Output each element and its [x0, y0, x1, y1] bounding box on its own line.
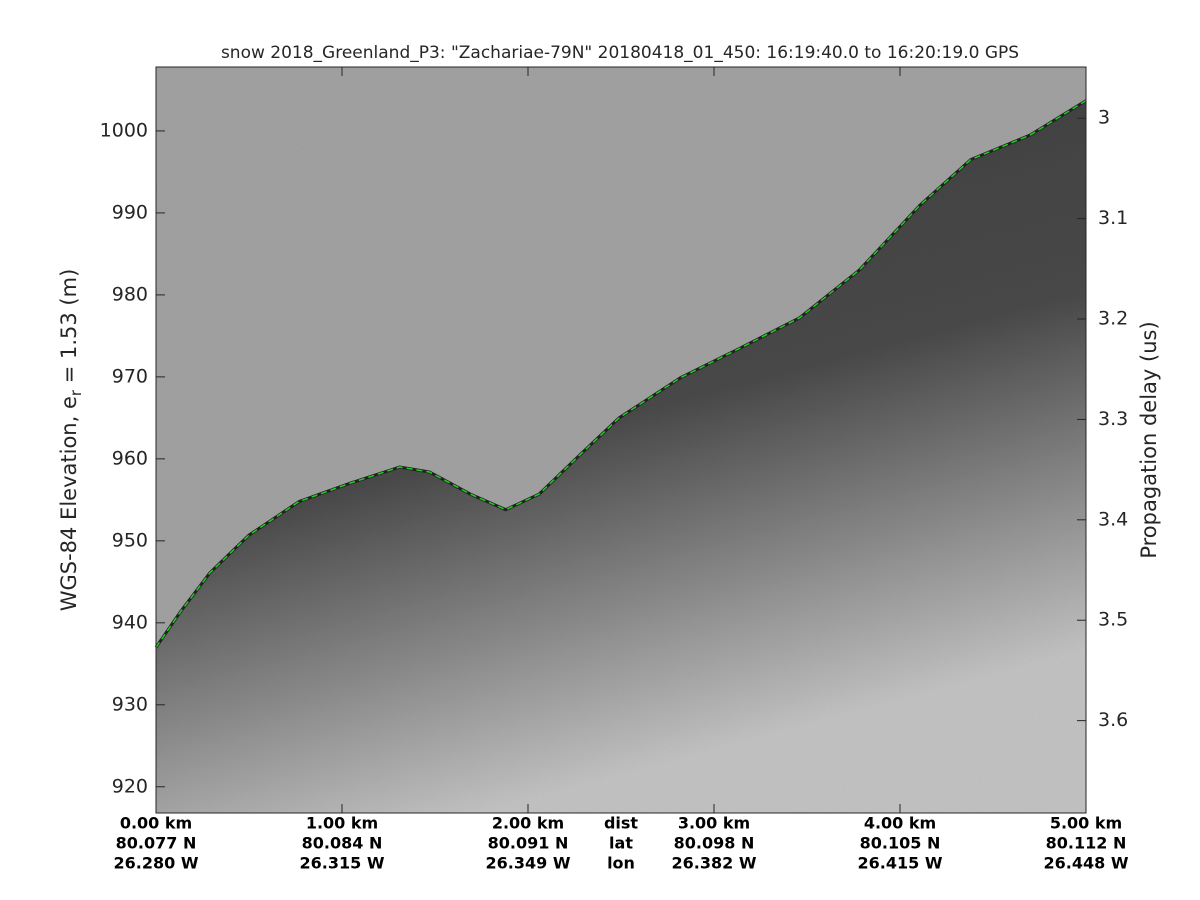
row-label: lat: [609, 834, 633, 853]
lon-label: 26.349 W: [486, 854, 571, 873]
y2-tick-label: 3.4: [1098, 508, 1128, 530]
y2-tick-label: 3: [1098, 107, 1110, 129]
surface-line: [155, 99, 1087, 648]
lon-label: 26.382 W: [672, 854, 757, 873]
lon-label: 26.415 W: [858, 854, 943, 873]
y2-tick-label: 3.1: [1098, 207, 1128, 229]
row-label: dist: [604, 814, 638, 833]
chart-title: snow 2018_Greenland_P3: "Zachariae-79N" …: [221, 43, 1019, 63]
y2-tick-label: 3.5: [1098, 609, 1128, 631]
y2-tick-label: 3.3: [1098, 408, 1128, 430]
lon-label: 26.280 W: [114, 854, 199, 873]
x-tick-label: 4.00 km: [864, 814, 936, 833]
lat-label: 80.112 N: [1046, 834, 1127, 853]
y-label-text: WGS-84 Elevation, e: [57, 396, 81, 611]
y-tick-label: 940: [112, 611, 148, 633]
y-label-sub: r: [67, 389, 85, 396]
lat-label: 80.077 N: [116, 834, 197, 853]
y-tick-label: 1000: [100, 119, 148, 141]
y-tick-label: 990: [112, 201, 148, 223]
lon-label: 26.448 W: [1044, 854, 1129, 873]
lon-label: 26.315 W: [300, 854, 385, 873]
y-tick-label: 970: [112, 365, 148, 387]
y-axis-label: WGS-84 Elevation, er = 1.53 (m): [57, 269, 85, 612]
lat-label: 80.084 N: [302, 834, 383, 853]
y2-tick-label: 3.6: [1098, 709, 1128, 731]
lat-label: 80.105 N: [860, 834, 941, 853]
x-tick-label: 3.00 km: [678, 814, 750, 833]
y-tick-label: 920: [112, 775, 148, 797]
echogram-image: [156, 67, 1086, 814]
lat-label: 80.091 N: [488, 834, 569, 853]
row-label: lon: [607, 854, 635, 873]
y-tick-label: 950: [112, 529, 148, 551]
y-tick-label: 980: [112, 283, 148, 305]
x-tick-label: 5.00 km: [1050, 814, 1122, 833]
y2-tick-label: 3.2: [1098, 308, 1128, 330]
plot-frame: [155, 66, 1087, 814]
y2-axis-label: Propagation delay (us): [1137, 321, 1161, 558]
y-label-end: = 1.53 (m): [57, 269, 81, 390]
y-tick-label: 960: [112, 447, 148, 469]
x-tick-label: 2.00 km: [492, 814, 564, 833]
x-tick-label: 0.00 km: [120, 814, 192, 833]
y-tick-label: 930: [112, 693, 148, 715]
subsurface-region: [156, 100, 1086, 814]
lat-label: 80.098 N: [674, 834, 755, 853]
x-tick-label: 1.00 km: [306, 814, 378, 833]
